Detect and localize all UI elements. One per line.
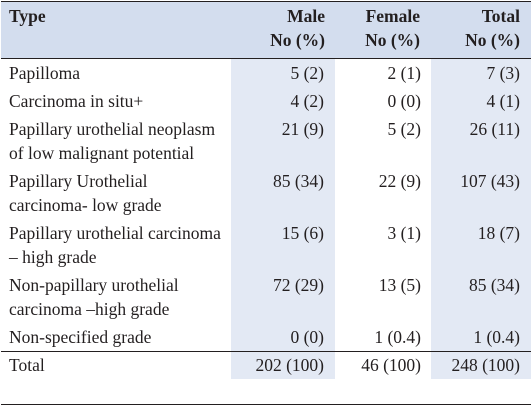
cell-total: 7 (3) <box>431 58 531 87</box>
cell-female: 0 (0) <box>335 87 431 115</box>
cell-male: 21 (9) <box>231 115 335 167</box>
cell-type: Papillary urothelial neoplasm of low mal… <box>1 115 231 167</box>
table-row: Non-papillary urothelial carcinoma –high… <box>1 271 531 323</box>
cell-male: 0 (0) <box>231 323 335 352</box>
cell-total: 85 (34) <box>431 271 531 323</box>
header-female-unit: No (%) <box>365 30 420 50</box>
cell-female: 1 (0.4) <box>335 323 431 352</box>
cell-type: Total <box>1 351 231 379</box>
header-male-unit: No (%) <box>270 30 325 50</box>
table-row: Non-specified grade 0 (0) 1 (0.4) 1 (0.4… <box>1 323 531 352</box>
table-bottom-rule <box>1 403 531 405</box>
cell-female: 13 (5) <box>335 271 431 323</box>
header-row: Type Male No (%) Female No (%) Total No … <box>1 1 531 59</box>
cell-total: 248 (100) <box>431 351 531 379</box>
cell-type: Papilloma <box>1 58 231 87</box>
table-row: Papilloma 5 (2) 2 (1) 7 (3) <box>1 58 531 87</box>
cell-type: Carcinoma in situ+ <box>1 87 231 115</box>
cell-female: 22 (9) <box>335 167 431 219</box>
cell-male: 4 (2) <box>231 87 335 115</box>
table-header: Type Male No (%) Female No (%) Total No … <box>1 1 531 59</box>
cell-total: 1 (0.4) <box>431 323 531 352</box>
cell-male: 85 (34) <box>231 167 335 219</box>
header-female-label: Female <box>365 6 420 26</box>
cell-type: Papillary Urothelial carcinoma- low grad… <box>1 167 231 219</box>
cell-total: 4 (1) <box>431 87 531 115</box>
header-male-label: Male <box>287 6 325 26</box>
header-total-unit: No (%) <box>465 30 520 50</box>
table-row: Carcinoma in situ+ 4 (2) 0 (0) 4 (1) <box>1 87 531 115</box>
cell-type: Papillary urothelial carcinoma – high gr… <box>1 219 231 271</box>
cell-total: 18 (7) <box>431 219 531 271</box>
header-female: Female No (%) <box>335 1 431 59</box>
cell-female: 3 (1) <box>335 219 431 271</box>
header-male: Male No (%) <box>231 1 335 59</box>
cell-male: 15 (6) <box>231 219 335 271</box>
cell-male: 72 (29) <box>231 271 335 323</box>
cell-female: 46 (100) <box>335 351 431 379</box>
header-total-label: Total <box>481 6 520 26</box>
table-row: Papillary urothelial neoplasm of low mal… <box>1 115 531 167</box>
table-body: Papilloma 5 (2) 2 (1) 7 (3) Carcinoma in… <box>1 58 531 379</box>
cell-total: 26 (11) <box>431 115 531 167</box>
cell-type: Non-papillary urothelial carcinoma –high… <box>1 271 231 323</box>
header-type: Type <box>9 6 46 26</box>
table-total-row: Total 202 (100) 46 (100) 248 (100) <box>1 351 531 379</box>
cell-male: 202 (100) <box>231 351 335 379</box>
cell-female: 5 (2) <box>335 115 431 167</box>
table-top-rule <box>1 1 531 2</box>
cell-total: 107 (43) <box>431 167 531 219</box>
table-row: Papillary Urothelial carcinoma- low grad… <box>1 167 531 219</box>
cell-female: 2 (1) <box>335 58 431 87</box>
urothelial-tumor-table: Type Male No (%) Female No (%) Total No … <box>1 1 531 379</box>
header-total: Total No (%) <box>431 1 531 59</box>
table-row: Papillary urothelial carcinoma – high gr… <box>1 219 531 271</box>
cell-type: Non-specified grade <box>1 323 231 352</box>
cell-male: 5 (2) <box>231 58 335 87</box>
